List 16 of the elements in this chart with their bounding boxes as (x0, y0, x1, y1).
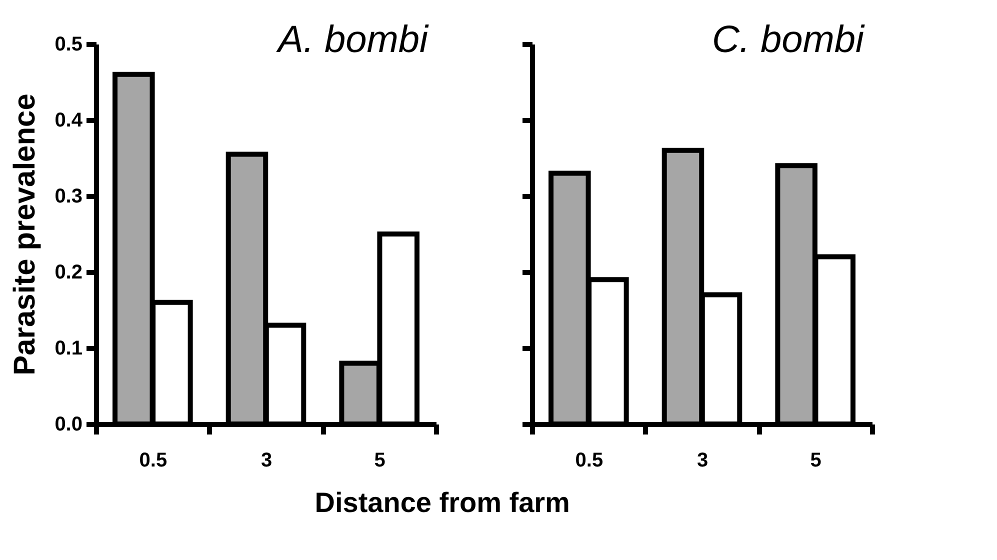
y-tick-label: 0.1 (54, 338, 82, 360)
y-axis-title: Parasite prevalence (8, 94, 42, 376)
annotation: C. bombi (712, 19, 866, 61)
x-tick-label: 5 (810, 450, 822, 472)
x-tick-label: 3 (260, 450, 272, 472)
x-tick-label: 0.5 (139, 450, 168, 472)
x-tick-label: 3 (696, 450, 708, 472)
y-tick-label: 0.0 (54, 414, 82, 436)
y-tick-label: 0.2 (54, 262, 82, 284)
x-tick-label: 0.5 (575, 450, 604, 472)
x-tick-label: 5 (374, 450, 386, 472)
y-tick-label: 0.5 (54, 34, 82, 56)
x-axis-title: Distance from farm (314, 487, 570, 518)
y-tick-label: 0.3 (54, 186, 82, 208)
annotation: A. bombi (276, 19, 430, 61)
y-tick-label: 0.4 (54, 110, 84, 132)
